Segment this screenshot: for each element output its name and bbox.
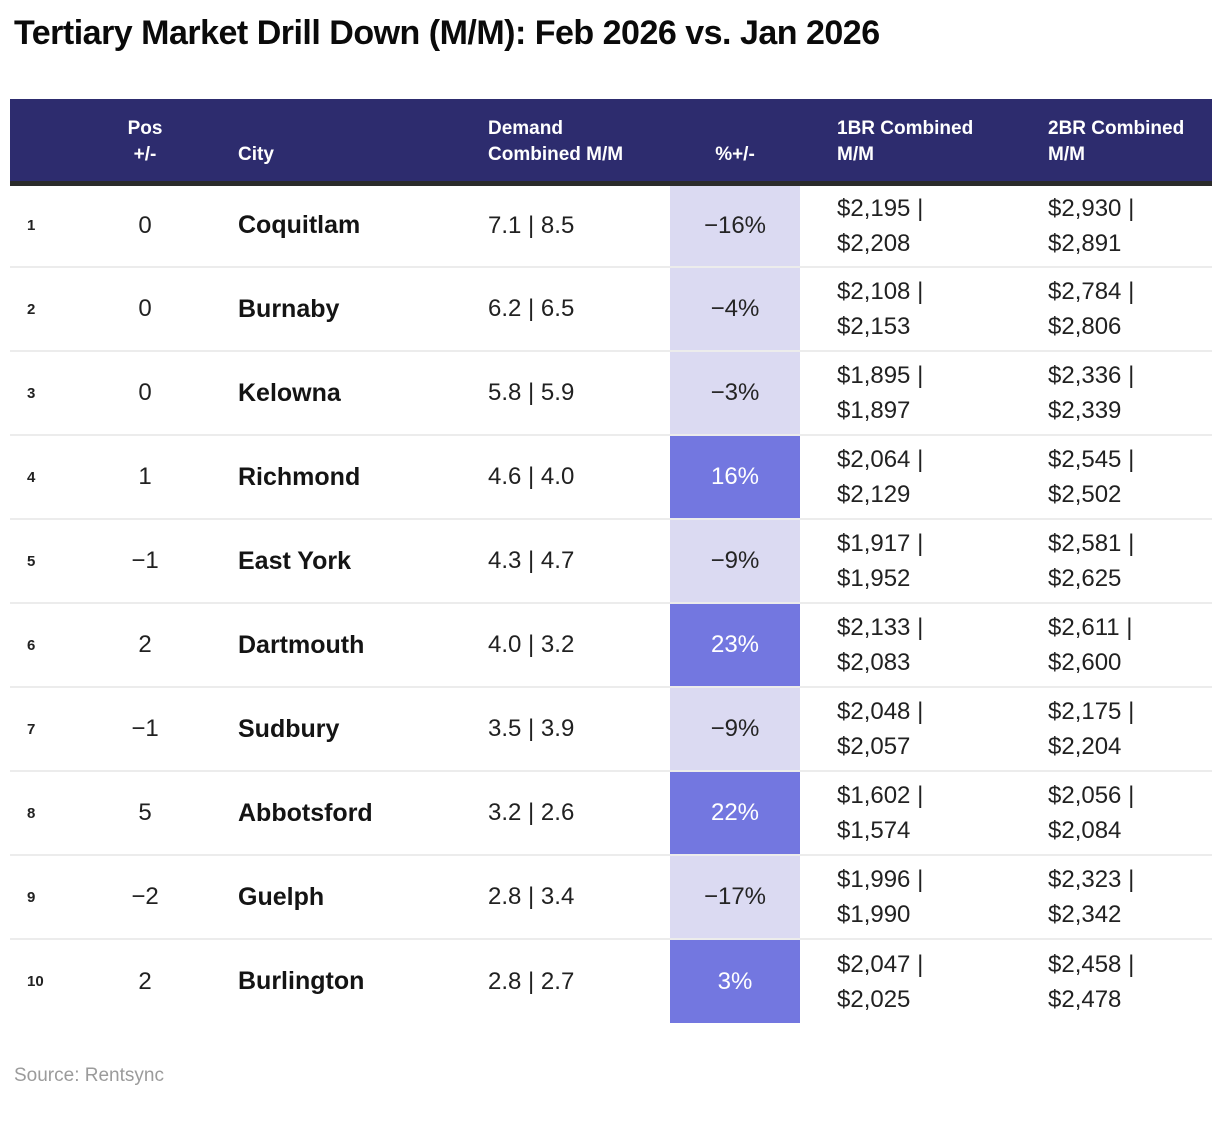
one-br-cell: $1,917 | $1,952 [800,518,1012,603]
pct-change-cell: 22% [670,770,800,855]
pct-change-cell: −9% [670,518,800,603]
one-br-cell: $2,108 | $2,153 [800,266,1012,351]
pct-change-cell: 23% [670,602,800,687]
rank-cell: 3 [10,350,85,435]
two-br-cell: $2,336 | $2,339 [1012,350,1212,435]
one-br-cell: $2,047 | $2,025 [800,938,1012,1023]
demand-cell: 4.3 | 4.7 [440,518,670,603]
two-br-cell: $2,611 | $2,600 [1012,602,1212,687]
demand-cell: 3.2 | 2.6 [440,770,670,855]
one-br-cell: $1,895 | $1,897 [800,350,1012,435]
city-cell: Burlington [205,938,440,1023]
col-header-2br: 2BR Combined M/M [1012,99,1212,186]
city-cell: Richmond [205,434,440,519]
table-row: 4 1 Richmond 4.6 | 4.0 16% $2,064 | $2,1… [10,434,1212,519]
two-br-cell: $2,581 | $2,625 [1012,518,1212,603]
table-row: 8 5 Abbotsford 3.2 | 2.6 22% $1,602 | $1… [10,770,1212,855]
source-caption: Source: Rentsync [14,1065,164,1086]
rank-cell: 8 [10,770,85,855]
col-header-pos: Pos +/- [85,99,205,186]
demand-cell: 3.5 | 3.9 [440,686,670,771]
pct-change-cell: −9% [670,686,800,771]
pct-change-cell: −17% [670,854,800,939]
pct-change-cell: 16% [670,434,800,519]
pos-change-cell: 0 [85,266,205,351]
col-header-demand: Demand Combined M/M [440,99,670,186]
table-row: 1 0 Coquitlam 7.1 | 8.5 −16% $2,195 | $2… [10,183,1212,267]
pos-change-cell: 2 [85,602,205,687]
two-br-cell: $2,784 | $2,806 [1012,266,1212,351]
two-br-cell: $2,458 | $2,478 [1012,938,1212,1023]
one-br-cell: $1,996 | $1,990 [800,854,1012,939]
city-cell: East York [205,518,440,603]
pct-change-cell: 3% [670,938,800,1023]
pos-change-cell: −1 [85,686,205,771]
two-br-cell: $2,930 | $2,891 [1012,183,1212,267]
table-row: 2 0 Burnaby 6.2 | 6.5 −4% $2,108 | $2,15… [10,266,1212,351]
two-br-cell: $2,056 | $2,084 [1012,770,1212,855]
rank-cell: 5 [10,518,85,603]
rank-cell: 6 [10,602,85,687]
two-br-cell: $2,175 | $2,204 [1012,686,1212,771]
pct-change-cell: −16% [670,183,800,267]
col-header-pct: %+/- [670,99,800,186]
pos-change-cell: 5 [85,770,205,855]
demand-cell: 5.8 | 5.9 [440,350,670,435]
table-row: 7 −1 Sudbury 3.5 | 3.9 −9% $2,048 | $2,0… [10,686,1212,771]
rank-cell: 2 [10,266,85,351]
pos-change-cell: 1 [85,434,205,519]
demand-cell: 2.8 | 3.4 [440,854,670,939]
one-br-cell: $2,133 | $2,083 [800,602,1012,687]
one-br-cell: $2,064 | $2,129 [800,434,1012,519]
city-cell: Guelph [205,854,440,939]
city-cell: Sudbury [205,686,440,771]
demand-cell: 4.0 | 3.2 [440,602,670,687]
demand-cell: 6.2 | 6.5 [440,266,670,351]
table-row: 3 0 Kelowna 5.8 | 5.9 −3% $1,895 | $1,89… [10,350,1212,435]
demand-cell: 2.8 | 2.7 [440,938,670,1023]
table-row: 5 −1 East York 4.3 | 4.7 −9% $1,917 | $1… [10,518,1212,603]
pos-change-cell: 2 [85,938,205,1023]
table-body: 1 0 Coquitlam 7.1 | 8.5 −16% $2,195 | $2… [10,183,1212,1023]
pos-change-cell: 0 [85,350,205,435]
one-br-cell: $2,195 | $2,208 [800,183,1012,267]
rank-cell: 1 [10,183,85,267]
pct-change-cell: −4% [670,266,800,351]
pos-change-cell: −1 [85,518,205,603]
col-header-1br: 1BR Combined M/M [800,99,1012,186]
city-cell: Kelowna [205,350,440,435]
col-header-city: City [205,99,440,186]
one-br-cell: $2,048 | $2,057 [800,686,1012,771]
market-table: Pos +/- City Demand Combined M/M %+/- 1B… [10,99,1212,1023]
rank-cell: 4 [10,434,85,519]
col-header-rank [10,99,85,186]
rank-cell: 7 [10,686,85,771]
pos-change-cell: 0 [85,183,205,267]
header-row: Pos +/- City Demand Combined M/M %+/- 1B… [10,99,1212,186]
city-cell: Abbotsford [205,770,440,855]
pct-change-cell: −3% [670,350,800,435]
city-cell: Dartmouth [205,602,440,687]
demand-cell: 7.1 | 8.5 [440,183,670,267]
page-title: Tertiary Market Drill Down (M/M): Feb 20… [14,14,880,52]
table-row: 9 −2 Guelph 2.8 | 3.4 −17% $1,996 | $1,9… [10,854,1212,939]
one-br-cell: $1,602 | $1,574 [800,770,1012,855]
city-cell: Burnaby [205,266,440,351]
pos-change-cell: −2 [85,854,205,939]
rank-cell: 10 [10,938,85,1023]
two-br-cell: $2,323 | $2,342 [1012,854,1212,939]
table-row: 10 2 Burlington 2.8 | 2.7 3% $2,047 | $2… [10,938,1212,1023]
rank-cell: 9 [10,854,85,939]
demand-cell: 4.6 | 4.0 [440,434,670,519]
table-header: Pos +/- City Demand Combined M/M %+/- 1B… [10,99,1212,186]
table-row: 6 2 Dartmouth 4.0 | 3.2 23% $2,133 | $2,… [10,602,1212,687]
two-br-cell: $2,545 | $2,502 [1012,434,1212,519]
city-cell: Coquitlam [205,183,440,267]
